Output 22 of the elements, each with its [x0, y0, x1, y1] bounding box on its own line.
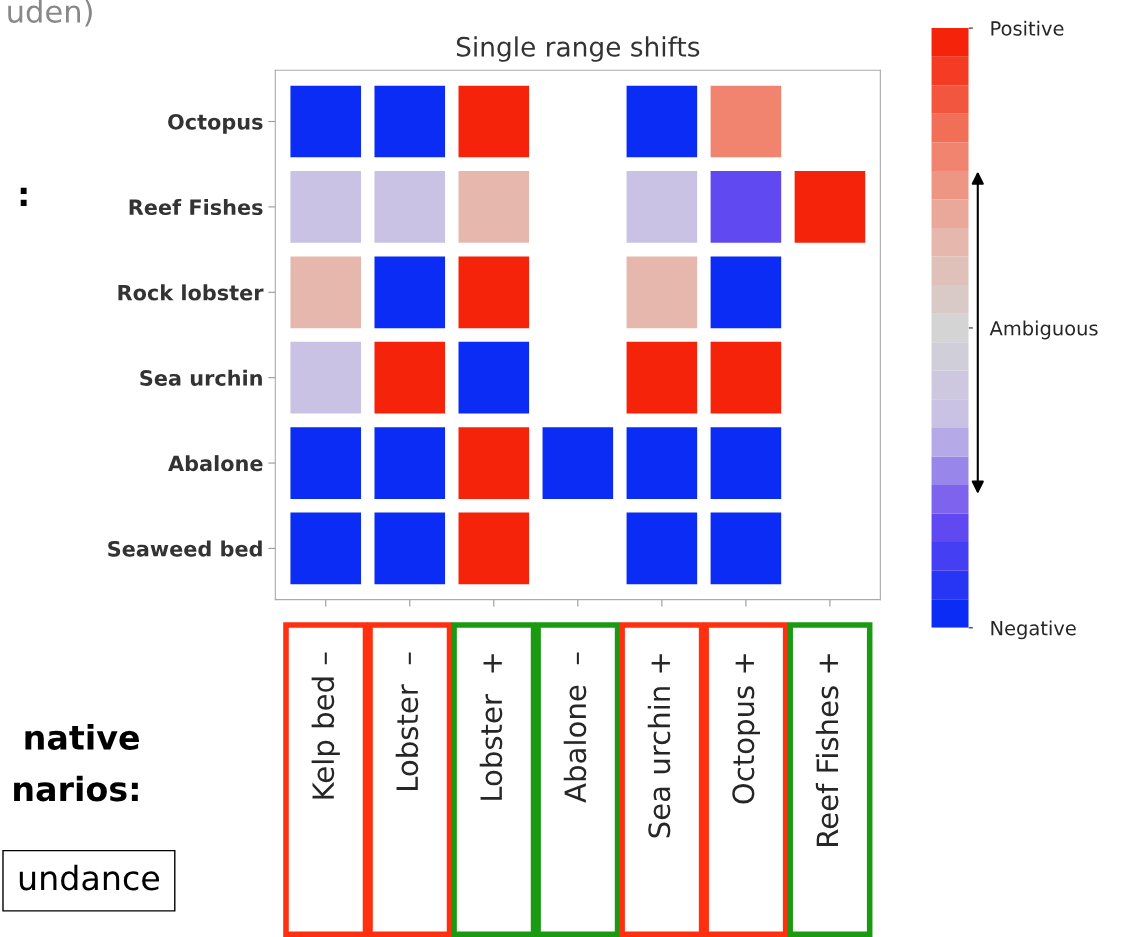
x-tick-label: Lobster –	[395, 652, 419, 790]
color-bar-label: Ambiguous	[989, 320, 1098, 340]
y-tick-label: Octopus	[168, 113, 263, 134]
color-bar-label: Negative	[991, 620, 1076, 640]
y-tick-label: Reef Fishes	[129, 198, 263, 216]
color-bar-label: Positive	[991, 20, 1064, 36]
chart-title: Single range shifts	[456, 36, 700, 62]
x-tick-label: Kelp bed –	[311, 652, 340, 799]
y-tick-label: Sea urchin	[140, 369, 262, 386]
text: narios:	[14, 775, 138, 802]
text: native	[25, 724, 139, 750]
text: :	[20, 187, 27, 206]
x-tick-label: Octopus +	[732, 654, 761, 804]
y-tick-label: Seaweed bed	[108, 540, 262, 557]
y-tick-label: Abalone	[168, 455, 263, 472]
text: uden)	[8, 0, 92, 27]
x-tick-label: Reef Fishes +	[815, 654, 839, 846]
x-tick-label: Sea urchin +	[647, 654, 671, 838]
x-tick-label: Abalone –	[563, 652, 587, 803]
y-tick-label: Rock lobster	[118, 284, 264, 301]
x-tick-label: Lobster +	[479, 654, 503, 800]
text: undance	[19, 864, 160, 891]
